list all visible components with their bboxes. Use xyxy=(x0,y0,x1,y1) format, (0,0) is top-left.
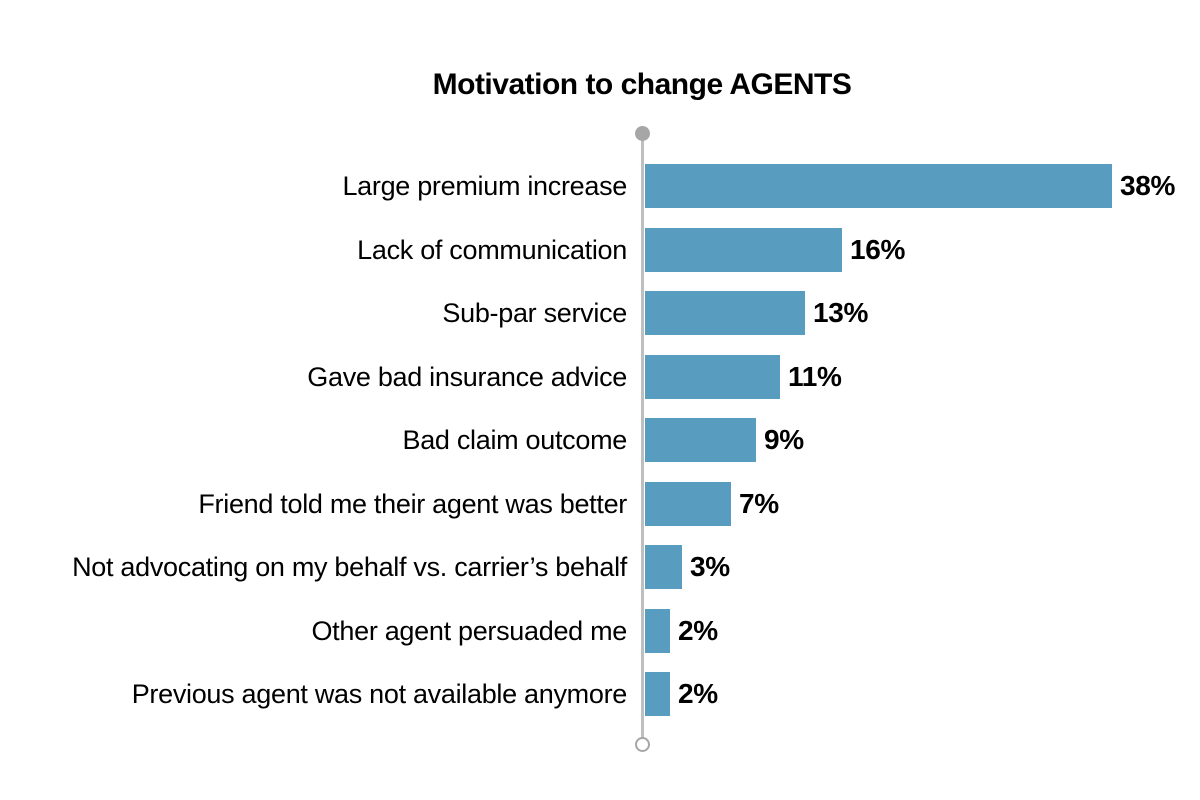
bar-value-label: 9% xyxy=(764,424,804,455)
bar-value-label: 11% xyxy=(788,360,842,392)
bar-category-label: Gave bad insurance advice xyxy=(307,361,627,392)
bar-category-label: Previous agent was not available anymore xyxy=(131,679,628,709)
bar-value-label: 3% xyxy=(690,551,730,582)
bar xyxy=(645,227,842,272)
bar xyxy=(645,481,731,526)
bar-value-label: 13% xyxy=(813,297,869,328)
axis-line xyxy=(641,133,644,745)
bar xyxy=(645,291,805,335)
bar-value-label: 38% xyxy=(1120,170,1176,201)
bar-value-label: 16% xyxy=(850,233,906,265)
bar-value-label: 7% xyxy=(739,487,779,519)
bar-category-label: Not advocating on my behalf vs. carrier’… xyxy=(72,552,627,582)
bar-category-label: Lack of communication xyxy=(357,234,627,265)
bar-category-label: Bad claim outcome xyxy=(402,425,627,455)
bar xyxy=(645,418,756,462)
bar xyxy=(645,164,1112,208)
bar-category-label: Sub-par service xyxy=(442,298,627,328)
chart-title: Motivation to change AGENTS xyxy=(432,68,852,101)
bar-value-label: 2% xyxy=(678,614,718,646)
axis-top-circle-marker xyxy=(635,126,650,141)
bar xyxy=(645,672,670,716)
bar-category-label: Other agent persuaded me xyxy=(311,615,627,646)
bar-category-label: Friend told me their agent was better xyxy=(198,488,627,519)
bar xyxy=(645,545,682,589)
bar xyxy=(645,354,780,399)
bar-value-label: 2% xyxy=(678,678,718,709)
axis-bottom-circle-marker xyxy=(635,737,650,752)
bar xyxy=(645,608,670,653)
bar-category-label: Large premium increase xyxy=(342,171,627,201)
